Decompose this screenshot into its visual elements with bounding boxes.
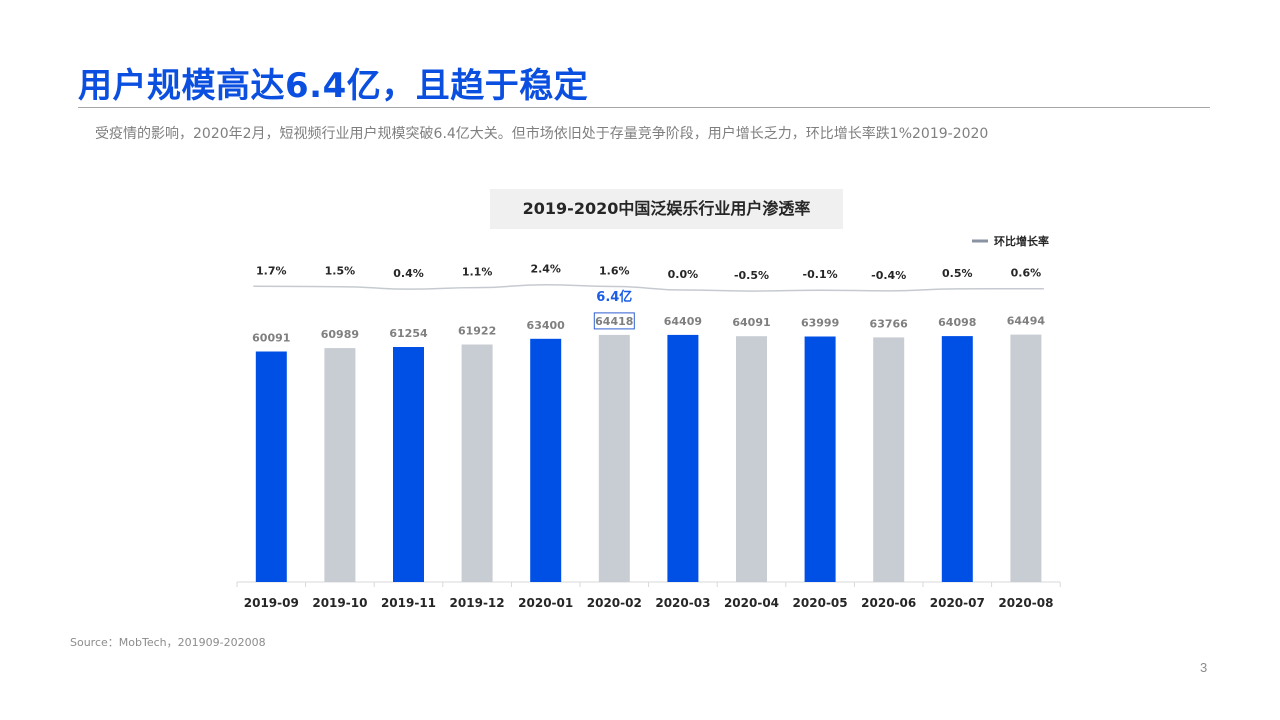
x-tick-label: 2020-04 [724,596,779,610]
x-tick-label: 2020-01 [518,596,573,610]
bar [255,351,287,582]
growth-rate-label: -0.5% [734,269,769,282]
x-tick-label: 2020-02 [587,596,642,610]
growth-rate-label: -0.4% [871,269,906,282]
source-note: Source：MobTech，201909-202008 [70,636,266,649]
bar-value-label: 63400 [527,319,566,332]
page-number: 3 [1200,660,1208,675]
bar-value-label: 64494 [1007,315,1046,328]
bar [873,337,905,582]
bar-value-label: 63766 [870,317,909,330]
bar [461,344,493,582]
bar [804,336,836,582]
bar-value-label: 61254 [389,327,428,340]
legend-label: 环比增长率 [994,234,1049,248]
slide-subtitle: 受疫情的影响，2020年2月，短视频行业用户规模突破6.4亿大关。但市场依旧处于… [95,126,989,142]
growth-rate-label: 1.7% [256,264,287,277]
highlight-box [593,312,635,330]
bar [324,348,356,582]
growth-rate-label: 0.0% [668,268,699,281]
bar [736,336,767,582]
bar [1010,334,1042,582]
growth-rate-label: 0.4% [393,267,424,280]
chart-title: 2019-2020中国泛娱乐行业用户渗透率 [490,189,843,229]
bar-value-label: 60989 [321,328,359,341]
growth-rate-line [253,283,1044,292]
growth-rate-label: 1.6% [599,265,630,278]
x-tick-label: 2019-10 [312,596,367,610]
bar [941,336,973,582]
x-tick-label: 2019-12 [450,596,505,610]
bar-value-label: 64091 [732,316,770,329]
growth-rate-label: -0.1% [803,268,838,281]
growth-rate-label: 0.6% [1011,267,1042,280]
bar-value-label: 61922 [458,325,496,338]
slide-title: 用户规模高达6.4亿，且趋于稳定 [78,66,589,106]
x-tick-label: 2020-05 [793,596,848,610]
growth-rate-label: 2.4% [530,263,561,276]
bar [598,334,630,582]
title-divider [78,107,1210,108]
x-tick-label: 2019-09 [244,596,299,610]
callout-label: 6.4亿 [596,289,632,305]
x-tick-label: 2020-03 [655,596,710,610]
bar-value-label: 64098 [938,316,976,329]
bar [530,338,562,582]
bar-value-label: 63999 [801,317,839,330]
growth-rate-label: 0.5% [942,267,973,280]
x-tick-label: 2020-06 [861,596,916,610]
growth-rate-label: 1.5% [325,265,356,278]
x-tick-label: 2019-11 [381,596,436,610]
bar [393,347,424,582]
x-tick-label: 2020-08 [998,596,1053,610]
bar [667,334,699,582]
x-tick-label: 2020-07 [930,596,985,610]
bar-value-label: 64409 [664,315,702,328]
bar-value-label: 64418 [595,315,633,328]
bar-value-label: 60091 [252,332,290,345]
growth-rate-label: 1.1% [462,266,493,279]
